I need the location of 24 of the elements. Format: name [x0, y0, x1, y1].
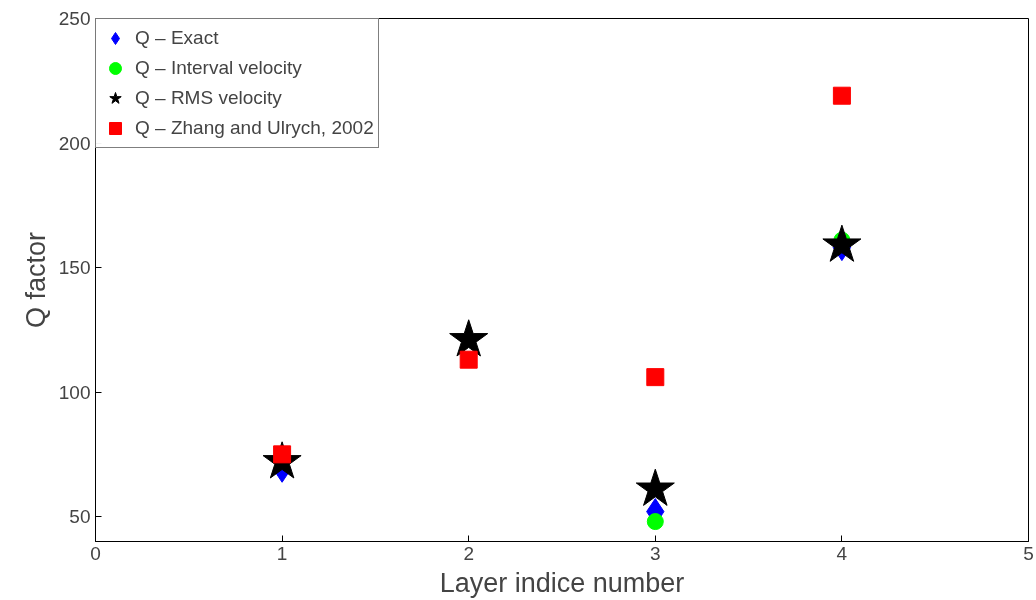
x-tick-label: 2: [463, 542, 474, 564]
x-axis-title: Layer indice number: [439, 567, 685, 598]
point: [646, 513, 664, 531]
point: [449, 319, 489, 357]
x-tick-label: 5: [1023, 542, 1034, 564]
y-tick-label: 150: [58, 257, 91, 279]
y-tick-label: 100: [58, 381, 91, 403]
x-tick-label: 1: [276, 542, 288, 564]
point: [459, 350, 478, 369]
point: [635, 468, 675, 506]
y-axis-title: Q factor: [20, 231, 51, 329]
y-tick-label: 250: [58, 8, 91, 29]
legend-label: Q – Interval velocity: [135, 57, 302, 79]
x-tick-label: 0: [90, 542, 101, 564]
x-tick-label: 3: [650, 542, 661, 564]
point: [832, 86, 851, 105]
legend-label: Q – Exact: [135, 27, 219, 49]
legend-label: Q – Zhang and Ulrych, 2002: [135, 117, 374, 139]
y-tick-label: 200: [58, 132, 91, 154]
point: [822, 224, 862, 262]
x-tick-label: 4: [836, 542, 848, 564]
point: [646, 368, 665, 387]
legend-label: Q – RMS velocity: [135, 87, 282, 109]
y-tick-label: 50: [69, 506, 91, 528]
